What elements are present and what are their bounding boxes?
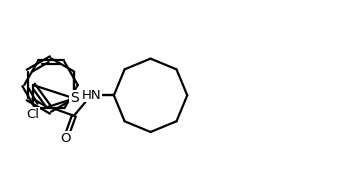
Text: O: O <box>61 132 71 145</box>
Text: S: S <box>70 91 78 105</box>
Text: HN: HN <box>81 89 101 102</box>
Text: Cl: Cl <box>26 108 40 121</box>
